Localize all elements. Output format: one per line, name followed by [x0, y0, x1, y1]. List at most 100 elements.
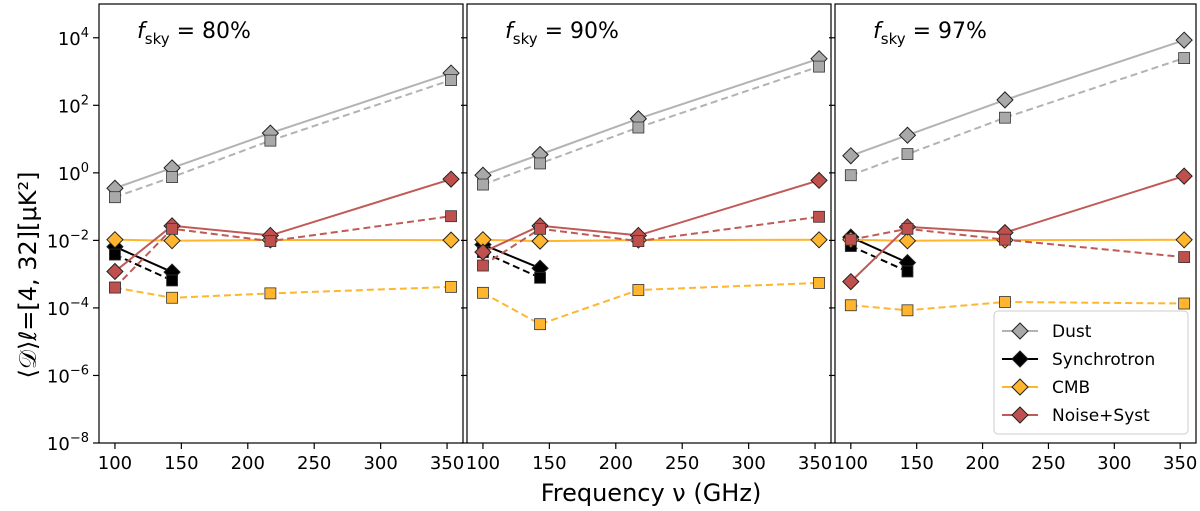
- series-line: [850, 175, 1185, 283]
- series-line: [850, 236, 908, 264]
- data-point-square: [1178, 251, 1191, 263]
- series-noise-solid: [842, 167, 1193, 291]
- y-tick-label: 104: [58, 26, 89, 50]
- series-line: [114, 79, 452, 199]
- data-point-diamond: [163, 231, 181, 250]
- series-noise-solid: [474, 171, 828, 261]
- data-point-square: [632, 235, 645, 248]
- y-tick-label: 10−2: [47, 228, 89, 252]
- series-synchrotron-dashed: [109, 248, 178, 287]
- data-point-square: [534, 157, 546, 170]
- data-point-square: [264, 235, 277, 248]
- panel-title: fsky = 90%: [505, 19, 619, 48]
- data-point-diamond: [898, 126, 917, 144]
- data-point-square: [844, 169, 857, 182]
- data-point-diamond: [442, 170, 460, 188]
- x-tick-label: 150: [164, 453, 198, 474]
- series-line: [114, 238, 452, 242]
- data-point-square: [109, 248, 121, 261]
- data-point-diamond: [842, 272, 860, 291]
- legend-marker: [1011, 322, 1029, 340]
- data-point-diamond: [810, 171, 828, 190]
- data-point-square: [813, 60, 825, 73]
- x-tick-label: 200: [231, 453, 265, 474]
- series-dust-solid: [842, 31, 1193, 165]
- series-dust-solid: [474, 49, 828, 184]
- y-tick-label: 10−6: [47, 363, 89, 387]
- series-cmb-dashed: [477, 277, 825, 331]
- x-tick-label: 250: [1031, 453, 1065, 474]
- panel-frame: [466, 3, 832, 444]
- data-point-square: [264, 287, 277, 300]
- legend-entry-synchrotron: Synchrotron: [1002, 350, 1155, 370]
- data-point-diamond: [106, 262, 124, 281]
- data-point-square: [901, 222, 914, 235]
- data-point-square: [166, 171, 178, 183]
- series-noise-dashed: [844, 222, 1191, 263]
- series-line: [850, 300, 1185, 312]
- legend-label: Dust: [1052, 322, 1092, 342]
- series-noise-dashed: [109, 210, 457, 294]
- series-line: [850, 39, 1185, 157]
- data-point-square: [813, 277, 825, 289]
- series-noise-dashed: [477, 210, 825, 272]
- y-tick-label: 100: [58, 161, 89, 185]
- x-tick-label: 150: [900, 453, 934, 474]
- legend-marker: [1011, 350, 1029, 368]
- panels-layer: 100 150 200 250 300 350 104 102 100 10−2 10−4 10−6 1…: [47, 3, 1197, 474]
- x-tick-label: 100: [834, 453, 868, 474]
- series-line: [850, 227, 1185, 259]
- panel-frame: [834, 3, 1197, 444]
- data-point-square: [632, 121, 645, 134]
- series-line: [482, 215, 820, 267]
- data-point-square: [999, 296, 1011, 308]
- data-point-diamond: [442, 231, 460, 249]
- data-point-square: [844, 299, 857, 312]
- series-line: [482, 65, 820, 186]
- x-tick-label: 350: [798, 453, 832, 474]
- data-point-square: [264, 134, 277, 147]
- legend-entry-dust: Dust: [1002, 322, 1092, 342]
- legend-entry-cmb: CMB: [1002, 378, 1090, 398]
- y-tick-label: 10−8: [47, 431, 89, 455]
- data-point-square: [1178, 52, 1191, 65]
- data-point-diamond: [1175, 231, 1193, 249]
- data-point-square: [534, 318, 546, 331]
- series-line: [850, 57, 1185, 177]
- data-point-square: [999, 233, 1011, 246]
- x-tick-label: 300: [1097, 453, 1131, 474]
- data-point-square: [534, 222, 546, 235]
- y-tick-label: 102: [58, 93, 89, 117]
- x-tick-label: 350: [430, 453, 464, 474]
- data-point-square: [445, 210, 457, 223]
- y-axis-title: ⟨𝒟⟩ℓ=[4, 32][μK²]: [14, 171, 42, 378]
- legend: Dust Synchrotron CMB Noise+Syst: [993, 310, 1189, 435]
- data-point-diamond: [106, 230, 124, 249]
- x-tick-label: 200: [965, 453, 999, 474]
- series-line: [482, 179, 820, 254]
- series-dust-solid: [106, 64, 460, 197]
- series-line: [482, 238, 820, 243]
- data-point-square: [445, 74, 457, 86]
- legend-label: CMB: [1052, 378, 1090, 398]
- data-point-square: [109, 191, 121, 204]
- legend-marker: [1011, 406, 1029, 424]
- x-axis-title: Frequency ν (GHz): [541, 479, 762, 507]
- series-cmb-dashed: [109, 280, 457, 304]
- panel-3: 100 150 200 250 300 350 fsky = 97%: [829, 3, 1197, 474]
- data-point-square: [477, 259, 489, 272]
- series-dust-dashed: [844, 52, 1191, 182]
- data-point-diamond: [842, 147, 860, 165]
- data-point-square: [813, 210, 825, 223]
- data-point-diamond: [1175, 31, 1193, 49]
- data-point-square: [166, 274, 178, 287]
- x-tick-label: 100: [98, 453, 132, 474]
- legend-box: [993, 310, 1189, 435]
- x-tick-label: 300: [731, 453, 765, 474]
- series-line: [850, 238, 1185, 242]
- series-line: [482, 57, 820, 177]
- data-point-diamond: [531, 232, 549, 250]
- series-cmb-dashed: [844, 296, 1191, 317]
- panel-title: fsky = 80%: [137, 19, 251, 48]
